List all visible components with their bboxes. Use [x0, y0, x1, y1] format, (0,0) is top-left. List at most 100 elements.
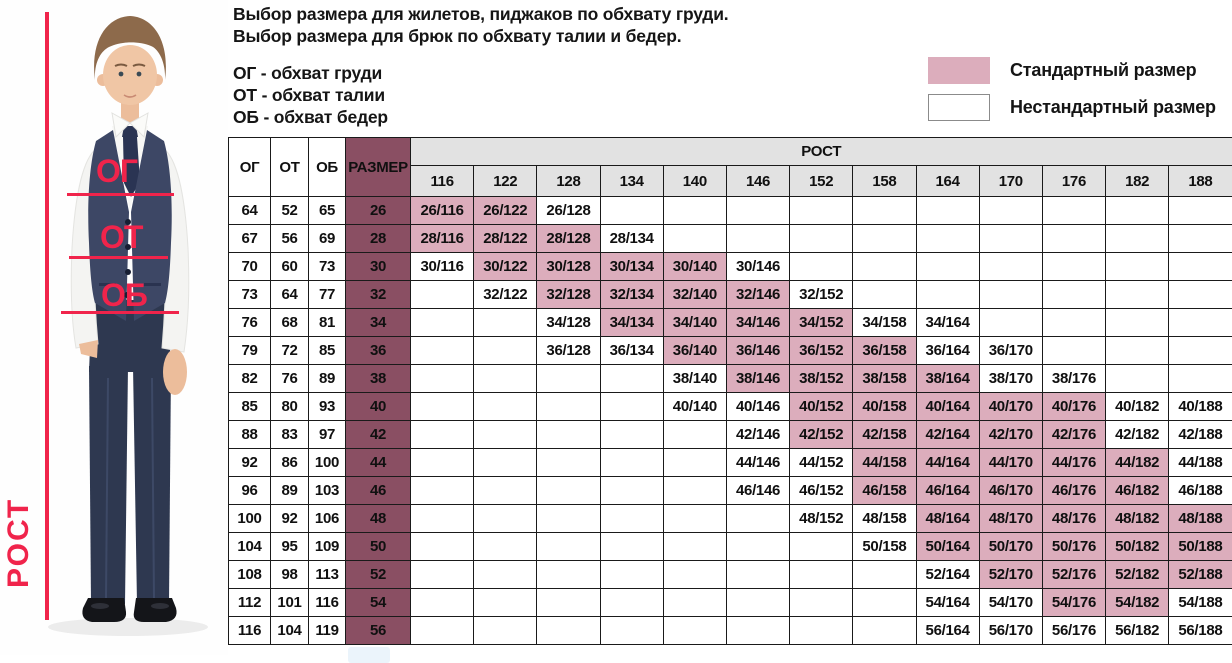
combo-cell: 34/146 — [725, 308, 791, 337]
combo-cell: 32/128 — [536, 280, 601, 309]
combo-cell: 32/152 — [789, 280, 854, 309]
combo-cell — [1105, 308, 1170, 337]
combo-cell: 28/116 — [409, 224, 475, 253]
combo-cell: 52/176 — [1041, 560, 1107, 589]
combo-cell: 46/170 — [978, 476, 1043, 505]
size-value: 42 — [345, 420, 411, 449]
size-value: 38 — [345, 364, 411, 393]
height-header-170: 170 — [978, 165, 1043, 197]
waist-value: 101 — [270, 588, 309, 617]
combo-cell — [789, 532, 854, 561]
combo-cell: 30/122 — [473, 252, 538, 281]
height-header-116: 116 — [409, 165, 475, 197]
combo-cell: 36/152 — [789, 336, 854, 365]
combo-cell: 36/134 — [599, 336, 664, 365]
model-photo: РОСТ ОГ ОТ ОБ — [0, 0, 228, 655]
combo-cell: 52/188 — [1168, 560, 1232, 589]
combo-cell — [599, 448, 664, 477]
table-row-size-32: 73 64 77 32 32/122 32/128 32/134 32/140 32/146 32… — [228, 280, 1232, 309]
combo-cell — [1041, 224, 1107, 253]
boy-illustration — [48, 16, 208, 636]
combo-cell — [409, 504, 475, 533]
height-header-152: 152 — [789, 165, 854, 197]
combo-cell — [473, 504, 538, 533]
combo-cell — [599, 560, 664, 589]
combo-cell — [915, 280, 980, 309]
combo-cell — [1168, 308, 1232, 337]
hips-value: 119 — [308, 616, 346, 645]
combo-cell: 54/170 — [978, 588, 1043, 617]
hips-value: 89 — [308, 364, 346, 393]
chest-measure-line — [67, 193, 174, 196]
combo-cell: 42/164 — [915, 420, 980, 449]
combo-cell: 42/146 — [725, 420, 791, 449]
legend-standard: Стандартный размер — [928, 56, 1228, 84]
combo-cell — [978, 280, 1043, 309]
combo-cell — [662, 588, 727, 617]
combo-cell — [536, 420, 601, 449]
combo-cell: 42/182 — [1105, 420, 1170, 449]
size-value: 28 — [345, 224, 411, 253]
size-value: 48 — [345, 504, 411, 533]
combo-cell: 30/146 — [725, 252, 791, 281]
height-header-128: 128 — [536, 165, 601, 197]
combo-cell — [536, 588, 601, 617]
combo-cell — [662, 224, 727, 253]
combo-cell — [789, 560, 854, 589]
combo-cell — [725, 224, 791, 253]
chest-label: ОГ — [96, 153, 138, 189]
combo-cell: 54/188 — [1168, 588, 1232, 617]
combo-cell — [852, 560, 917, 589]
height-header-146: 146 — [725, 165, 791, 197]
combo-cell: 52/164 — [915, 560, 980, 589]
waist-measure-line — [69, 256, 168, 259]
combo-cell — [409, 532, 475, 561]
chest-value: 79 — [228, 336, 271, 365]
combo-cell — [536, 560, 601, 589]
hips-value: 93 — [308, 392, 346, 421]
table-row-size-48: 100 92 106 48 48/152 48/158 48/164 48/170 48/176… — [228, 504, 1232, 533]
abbr-waist: ОТ - обхват талии — [233, 85, 385, 105]
combo-cell — [852, 616, 917, 645]
combo-cell — [1168, 364, 1232, 393]
combo-cell: 38/164 — [915, 364, 980, 393]
col-header-waist: ОТ — [270, 137, 309, 197]
combo-cell: 50/158 — [852, 532, 917, 561]
combo-cell: 48/188 — [1168, 504, 1232, 533]
combo-cell: 42/152 — [789, 420, 854, 449]
combo-cell — [725, 588, 791, 617]
combo-cell — [662, 532, 727, 561]
combo-cell — [473, 448, 538, 477]
intro-text: Выбор размера для жилетов, пиджаков по о… — [233, 3, 893, 128]
combo-cell: 38/170 — [978, 364, 1043, 393]
combo-cell — [536, 448, 601, 477]
combo-cell: 38/146 — [725, 364, 791, 393]
combo-cell — [725, 560, 791, 589]
combo-cell — [409, 420, 475, 449]
combo-cell — [599, 616, 664, 645]
combo-cell: 42/176 — [1041, 420, 1107, 449]
combo-cell: 44/164 — [915, 448, 980, 477]
intro-line-2: Выбор размера для брюк по обхвату талии … — [233, 26, 682, 46]
combo-cell — [662, 476, 727, 505]
combo-cell: 36/164 — [915, 336, 980, 365]
combo-cell: 50/164 — [915, 532, 980, 561]
waist-value: 86 — [270, 448, 309, 477]
combo-cell: 34/152 — [789, 308, 854, 337]
legend-nonstandard: Нестандартный размер — [928, 93, 1228, 121]
combo-cell — [599, 532, 664, 561]
col-header-chest: ОГ — [228, 137, 271, 197]
combo-cell: 26/116 — [409, 196, 475, 225]
chest-value: 64 — [228, 196, 271, 225]
size-value: 26 — [345, 196, 411, 225]
combo-cell — [852, 224, 917, 253]
chest-value: 70 — [228, 252, 271, 281]
combo-cell — [473, 308, 538, 337]
waist-value: 64 — [270, 280, 309, 309]
size-value: 40 — [345, 392, 411, 421]
combo-cell: 46/182 — [1105, 476, 1170, 505]
combo-cell: 40/176 — [1041, 392, 1107, 421]
chest-value: 76 — [228, 308, 271, 337]
size-table: ОГ ОТ ОБ РАЗМЕР РОСТ 116 122 128 134 140 146 152 158… — [228, 137, 1232, 645]
